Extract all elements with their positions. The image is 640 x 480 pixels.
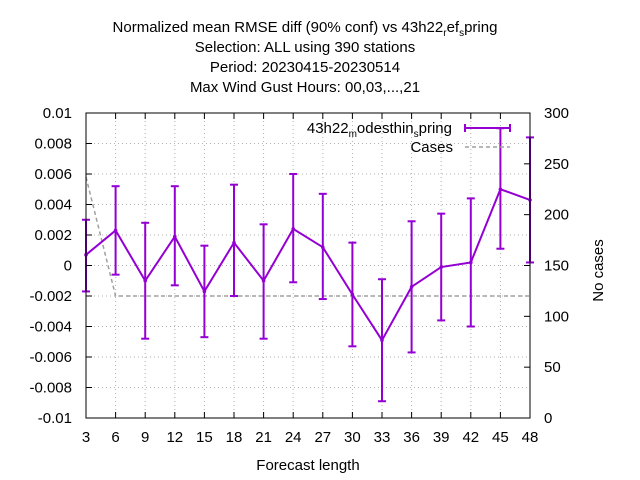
cases-line: [85, 176, 530, 297]
x-tick-label: 24: [285, 429, 302, 446]
data-point: [498, 187, 503, 192]
y2-tick-label: 150: [544, 258, 569, 275]
title-line: Normalized mean RMSE diff (90% conf) vs …: [113, 19, 498, 39]
legend-label-main-part: s: [414, 129, 419, 140]
x-tick-label: 30: [344, 429, 361, 446]
legend-label-main-part: odesthin: [357, 120, 414, 137]
title-line: Max Wind Gust Hours: 00,03,...,21: [190, 79, 420, 96]
y-tick-label: -0.01: [38, 410, 72, 427]
data-point: [350, 292, 355, 297]
y-tick-label: 0.01: [43, 105, 72, 122]
x-tick-label: 21: [255, 429, 272, 446]
data-point: [202, 289, 207, 294]
data-point: [380, 338, 384, 343]
x-tick-label: 12: [166, 429, 183, 446]
data-point: [113, 228, 118, 233]
data-point: [291, 227, 296, 231]
y2-tick-label: 200: [544, 207, 569, 224]
x-tick-label: 39: [433, 429, 450, 446]
data-point: [409, 285, 414, 289]
x-tick-label: 3: [82, 429, 90, 446]
y2-tick-label: 300: [544, 105, 569, 122]
y2-tick-label: 50: [544, 359, 561, 376]
y2-axis-label: No cases: [590, 239, 607, 302]
y-tick-label: -0.006: [29, 349, 72, 366]
x-axis-label: Forecast length: [256, 457, 359, 474]
x-tick-label: 9: [141, 429, 149, 446]
x-tick-label: 27: [314, 429, 331, 446]
legend-label-main-part: pring: [419, 120, 452, 137]
cases-series: [85, 176, 530, 297]
x-tick-label: 48: [522, 429, 539, 446]
title-line: Selection: ALL using 390 stations: [195, 39, 415, 56]
title-line-part: r: [443, 28, 447, 39]
title-line-part: Normalized mean RMSE diff (90% conf) vs …: [113, 19, 444, 36]
y2-tick-label: 250: [544, 156, 569, 173]
data-point: [439, 265, 444, 269]
chart-title: Normalized mean RMSE diff (90% conf) vs …: [113, 19, 498, 96]
data-point: [232, 240, 236, 245]
data-point: [261, 278, 266, 283]
data-point: [469, 260, 473, 265]
y-tick-label: -0.008: [29, 380, 72, 397]
y-tick-label: 0: [64, 258, 72, 275]
data-point: [173, 234, 177, 239]
data-point: [321, 245, 325, 249]
y-tick-label: -0.004: [29, 319, 72, 336]
grid: [86, 113, 530, 418]
plot-frame: [85, 112, 531, 419]
x-tick-label: 6: [111, 429, 119, 446]
legend-label-main: 43h22modesthinspring: [307, 120, 452, 140]
main-line: [85, 187, 531, 343]
title-line-part: pring: [464, 19, 497, 36]
title-line-part: ef: [447, 19, 460, 36]
legend-label-main-part: 43h22: [307, 120, 349, 137]
x-tick-label: 18: [226, 429, 243, 446]
y2-tick-label: 100: [544, 308, 569, 325]
y-tick-label: 0.004: [34, 197, 72, 214]
axis-ticks: 3 6 9 12 15 18 21 24 27 30 33 36 39 42 45 48-0.01-0.008…: [29, 105, 569, 446]
title-line-part: s: [459, 28, 464, 39]
legend-label-cases: Cases: [410, 139, 453, 156]
x-tick-label: 36: [403, 429, 420, 446]
title-line: Period: 20230415-20230514: [210, 59, 400, 76]
y-tick-label: 0.002: [34, 227, 72, 244]
legend-label-main-part: m: [349, 129, 357, 140]
x-tick-label: 45: [492, 429, 509, 446]
y2-tick-label: 0: [544, 410, 552, 427]
main-series: [82, 127, 534, 403]
x-tick-label: 33: [374, 429, 391, 446]
y-tick-label: 0.008: [34, 136, 72, 153]
x-tick-label: 42: [462, 429, 479, 446]
x-tick-label: 15: [196, 429, 213, 446]
y-tick-label: -0.002: [29, 288, 72, 305]
y-tick-label: 0.006: [34, 166, 72, 183]
data-point: [143, 278, 147, 283]
